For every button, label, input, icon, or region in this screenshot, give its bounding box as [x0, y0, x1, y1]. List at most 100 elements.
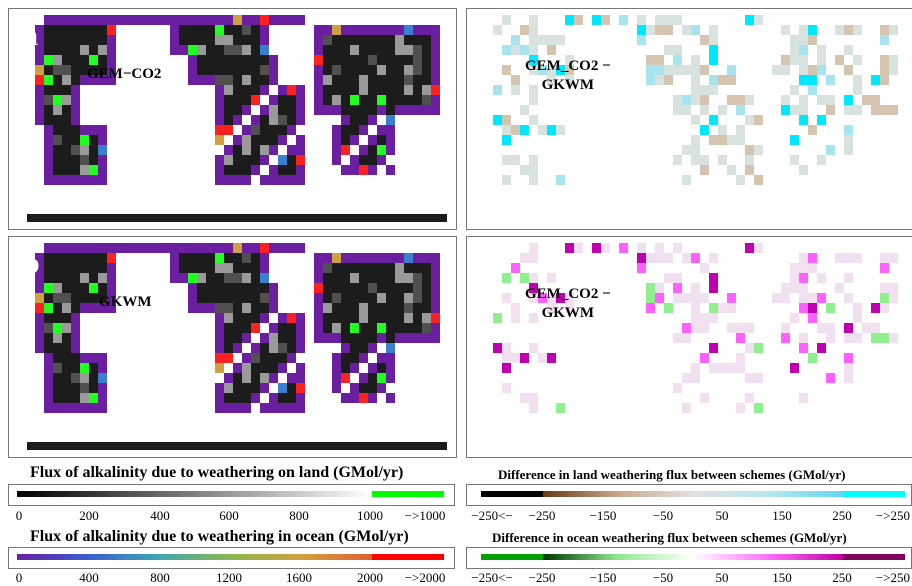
map-cell — [197, 293, 206, 303]
map-cell — [215, 115, 224, 125]
map-cell — [368, 273, 377, 283]
map-cell — [565, 55, 574, 65]
map-cell — [35, 75, 44, 85]
colorbar-tick-label: 800 — [289, 508, 309, 523]
map-cell — [89, 403, 98, 413]
map-cell — [368, 303, 377, 313]
map-cell — [386, 125, 395, 135]
map-cell — [242, 253, 251, 263]
map-cell — [529, 283, 538, 293]
map-cell — [35, 253, 44, 263]
map-cell — [224, 165, 233, 175]
map-cell — [269, 353, 278, 363]
map-cell — [53, 283, 62, 293]
map-cell — [242, 35, 251, 45]
map-cell — [233, 403, 242, 413]
map-cell — [368, 253, 377, 263]
panel-title-c: GEM_CO2 − GKWM — [525, 57, 611, 95]
map-cell — [224, 353, 233, 363]
map-cell — [53, 85, 62, 95]
map-cell — [260, 343, 269, 353]
map-cell — [242, 145, 251, 155]
map-cell — [242, 175, 251, 185]
map-cell — [170, 273, 179, 283]
map-cell — [224, 383, 233, 393]
map-cell — [745, 343, 754, 353]
map-cell — [386, 253, 395, 263]
map-cell — [404, 65, 413, 75]
map-cell — [853, 105, 862, 115]
map-cell — [107, 253, 116, 263]
map-cell — [718, 155, 727, 165]
map-cell — [296, 393, 305, 403]
map-cell — [727, 293, 736, 303]
map-cell — [242, 393, 251, 403]
map-cell — [835, 25, 844, 35]
map-cell — [287, 333, 296, 343]
map-cell — [35, 293, 44, 303]
map-cell — [691, 155, 700, 165]
map-cell — [350, 35, 359, 45]
map-cell — [502, 15, 511, 25]
map-cell — [98, 253, 107, 263]
map-cell — [269, 373, 278, 383]
map-cell — [682, 145, 691, 155]
map-cell — [592, 243, 601, 253]
map-cell — [691, 85, 700, 95]
map-cell — [44, 115, 53, 125]
map-cell — [233, 383, 242, 393]
map-cell — [71, 75, 80, 85]
map-cell — [98, 263, 107, 273]
map-cell — [206, 243, 215, 253]
map-cell — [359, 313, 368, 323]
map-cell — [71, 145, 80, 155]
map-cell — [844, 105, 853, 115]
map-cell — [251, 373, 260, 383]
map-cell — [80, 75, 89, 85]
map-cell — [224, 393, 233, 403]
map-cell — [62, 343, 71, 353]
map-cell — [260, 273, 269, 283]
map-cell — [637, 243, 646, 253]
map-cell — [170, 35, 179, 45]
map-cell — [395, 273, 404, 283]
map-cell — [287, 373, 296, 383]
map-cell — [71, 65, 80, 75]
map-cell — [727, 95, 736, 105]
map-cell — [386, 393, 395, 403]
map-cell — [817, 155, 826, 165]
map-cell — [269, 283, 278, 293]
map-cell — [754, 343, 763, 353]
map-cell — [709, 55, 718, 65]
map-cell — [35, 35, 44, 45]
map-cell — [359, 75, 368, 85]
map-cell — [44, 175, 53, 185]
map-cell — [62, 333, 71, 343]
map-cell — [413, 273, 422, 283]
map-cell — [386, 85, 395, 95]
map-cell — [736, 403, 745, 413]
map-cell — [323, 263, 332, 273]
colorbar-ocean-diff-title: Difference in ocean weathering flux betw… — [492, 530, 847, 545]
map-cell — [404, 283, 413, 293]
map-cell — [71, 95, 80, 105]
map-cell — [197, 35, 206, 45]
map-cell — [215, 125, 224, 135]
map-cell — [682, 25, 691, 35]
map-cell — [808, 65, 817, 75]
map-cell — [107, 35, 116, 45]
map-cell — [224, 35, 233, 45]
map-cell — [799, 333, 808, 343]
map-cell — [745, 155, 754, 165]
map-cell — [71, 333, 80, 343]
map-cell — [98, 373, 107, 383]
map-cell — [296, 135, 305, 145]
map-cell — [799, 55, 808, 65]
map-cell — [170, 25, 179, 35]
map-cell — [565, 15, 574, 25]
map-cell — [251, 115, 260, 125]
map-cell — [709, 313, 718, 323]
map-cell — [682, 323, 691, 333]
map-cell — [682, 175, 691, 185]
map-cell — [700, 263, 709, 273]
